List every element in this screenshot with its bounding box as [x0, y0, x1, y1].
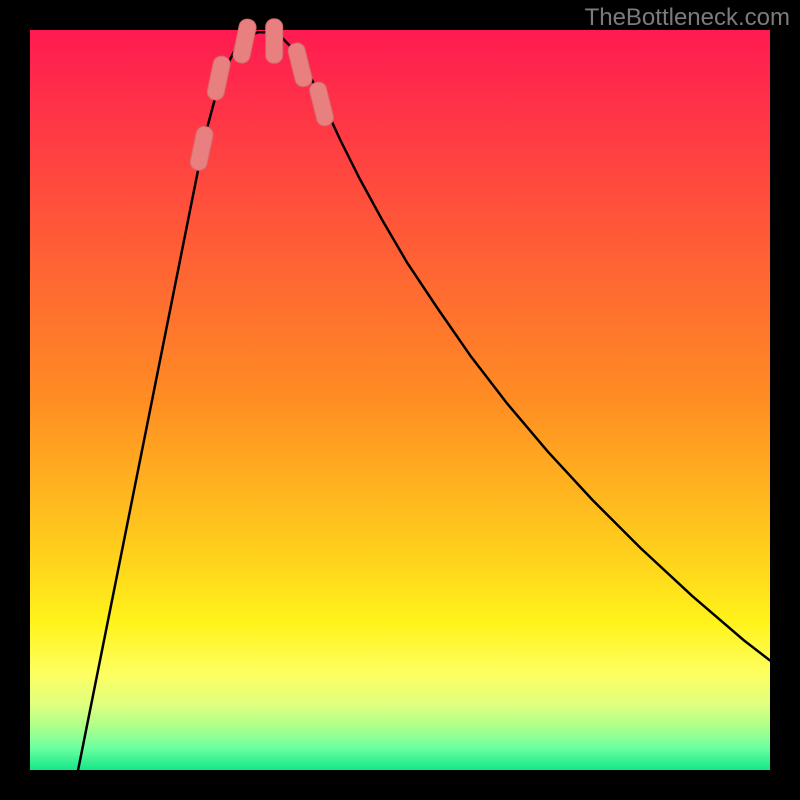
- watermark-text: TheBottleneck.com: [585, 4, 790, 32]
- curve-marker: [232, 18, 258, 65]
- curve-marker: [206, 55, 232, 102]
- curve-marker: [189, 125, 215, 172]
- chart-svg: [30, 30, 770, 770]
- marker-group: [189, 18, 335, 172]
- plot-area: [30, 30, 770, 770]
- bottleneck-curve: [78, 32, 770, 770]
- curve-marker: [266, 19, 283, 63]
- curve-marker: [308, 80, 335, 127]
- curve-marker: [286, 41, 313, 88]
